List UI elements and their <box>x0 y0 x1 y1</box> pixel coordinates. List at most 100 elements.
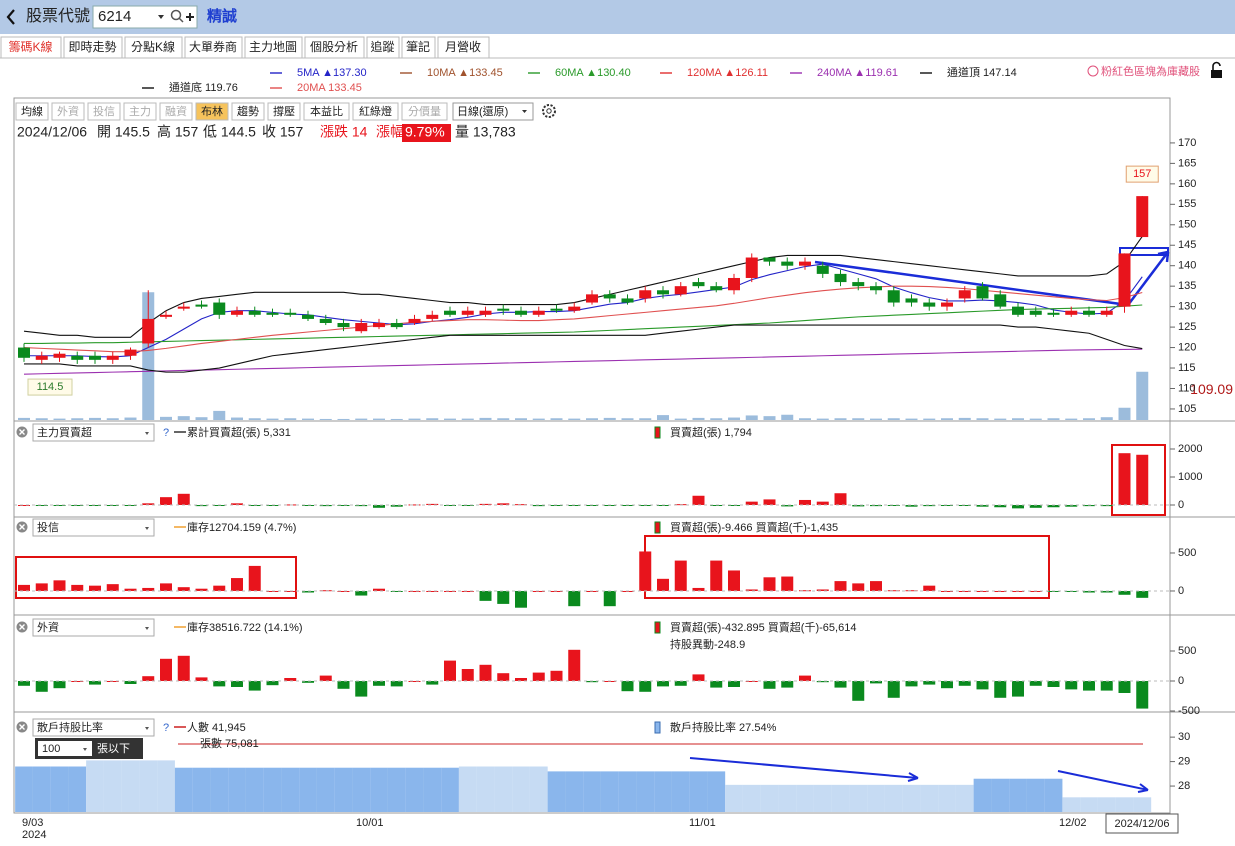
tab-label: 主力地圖 <box>249 40 297 54</box>
tab[interactable] <box>63 36 123 59</box>
bar <box>870 680 882 684</box>
toolbar-button[interactable] <box>231 102 265 121</box>
lock-icon[interactable] <box>1211 70 1222 78</box>
bar <box>1083 680 1095 691</box>
bar <box>958 680 971 686</box>
area-step <box>32 766 51 812</box>
toolbar-button[interactable] <box>51 102 85 121</box>
panel-select[interactable] <box>32 718 155 737</box>
area-step <box>707 771 726 812</box>
toolbar-button[interactable] <box>303 102 350 121</box>
bar <box>177 493 190 506</box>
y-tick-label: 115 <box>1178 362 1196 374</box>
area-step <box>955 784 974 812</box>
panel-select[interactable] <box>32 518 155 537</box>
panel-select[interactable] <box>32 423 155 442</box>
bar <box>71 680 84 682</box>
toolbar-button[interactable] <box>267 102 301 121</box>
bar <box>674 560 687 591</box>
area-step <box>1009 778 1027 812</box>
tab[interactable] <box>437 36 490 59</box>
add-icon[interactable] <box>186 13 194 21</box>
volume-bar <box>35 418 48 420</box>
threshold-select[interactable] <box>38 741 92 756</box>
bar <box>763 577 776 591</box>
bar <box>1118 680 1131 693</box>
toolbar-button-label: 紅綠燈 <box>359 104 392 118</box>
candle-body <box>160 314 172 317</box>
tab[interactable] <box>244 36 303 59</box>
bar <box>834 581 847 591</box>
bar-legend-swatch <box>654 621 661 634</box>
tab-label: 月營收 <box>445 40 481 54</box>
ma-line <box>24 304 1143 345</box>
bar <box>319 590 332 592</box>
area-step <box>281 767 300 812</box>
x-tick-label: 9/03 <box>22 817 43 829</box>
candle-body <box>1083 310 1095 315</box>
ma-line <box>23 236 1143 338</box>
quote-pct-box <box>402 124 451 142</box>
help[interactable]: ? <box>163 722 169 734</box>
area-step <box>583 771 601 812</box>
bar <box>461 505 474 507</box>
bar <box>319 675 332 681</box>
chart-frame <box>13 97 1171 814</box>
toolbar-button[interactable] <box>87 102 121 121</box>
volume-bar <box>390 418 403 420</box>
candle-body <box>1118 253 1131 307</box>
volume-bar <box>550 418 563 420</box>
y-tick-label: 130 <box>1178 301 1196 313</box>
toolbar-button[interactable] <box>123 102 157 121</box>
bar-legend: 買賣超(張)-432.895 買賣超(千)-65,614 <box>670 620 856 634</box>
panel-select[interactable] <box>32 618 155 637</box>
code-input[interactable] <box>92 5 198 29</box>
bar <box>994 505 1007 508</box>
area-step <box>991 778 1010 812</box>
area-step <box>742 784 761 812</box>
volume-bar <box>18 417 30 420</box>
highlight-box <box>15 556 297 599</box>
tab[interactable] <box>124 36 183 59</box>
period-select[interactable] <box>452 102 534 121</box>
back-button[interactable] <box>6 9 15 25</box>
bar <box>302 680 314 683</box>
bar <box>426 503 439 506</box>
settings-icon[interactable] <box>542 104 556 118</box>
bar <box>905 505 918 507</box>
volume-bar <box>444 418 456 420</box>
bar <box>710 560 723 591</box>
toolbar-button[interactable] <box>401 102 448 121</box>
bar <box>550 670 563 681</box>
toolbar-button[interactable] <box>352 102 399 121</box>
code-dropdown[interactable] <box>158 15 164 19</box>
tab[interactable] <box>401 36 436 59</box>
bar <box>745 501 758 506</box>
search-icon[interactable] <box>170 9 182 21</box>
bar <box>799 499 811 506</box>
toolbar-button[interactable] <box>195 102 229 121</box>
tab[interactable] <box>184 36 243 59</box>
bar-legend-swatch <box>654 721 661 734</box>
y-tick-label: 0 <box>1178 675 1184 687</box>
help[interactable]: ? <box>163 427 169 439</box>
y-tick-label: 125 <box>1178 321 1196 333</box>
area-step <box>512 766 530 812</box>
toolbar-button[interactable] <box>15 102 49 121</box>
bar <box>89 680 101 685</box>
bar <box>248 680 261 691</box>
candle-body <box>621 298 634 303</box>
candle-body <box>905 298 918 303</box>
x-cursor-box <box>1105 813 1179 834</box>
tab[interactable] <box>366 36 400 59</box>
x-tick-label: 11/01 <box>689 817 716 829</box>
area-step <box>671 771 690 812</box>
bar <box>923 680 936 685</box>
toolbar-button[interactable] <box>159 102 193 121</box>
tab[interactable] <box>304 36 365 59</box>
area-step <box>1097 797 1116 812</box>
bar <box>18 584 30 591</box>
bar <box>142 587 155 591</box>
bar <box>692 587 705 591</box>
tab[interactable] <box>0 36 62 59</box>
